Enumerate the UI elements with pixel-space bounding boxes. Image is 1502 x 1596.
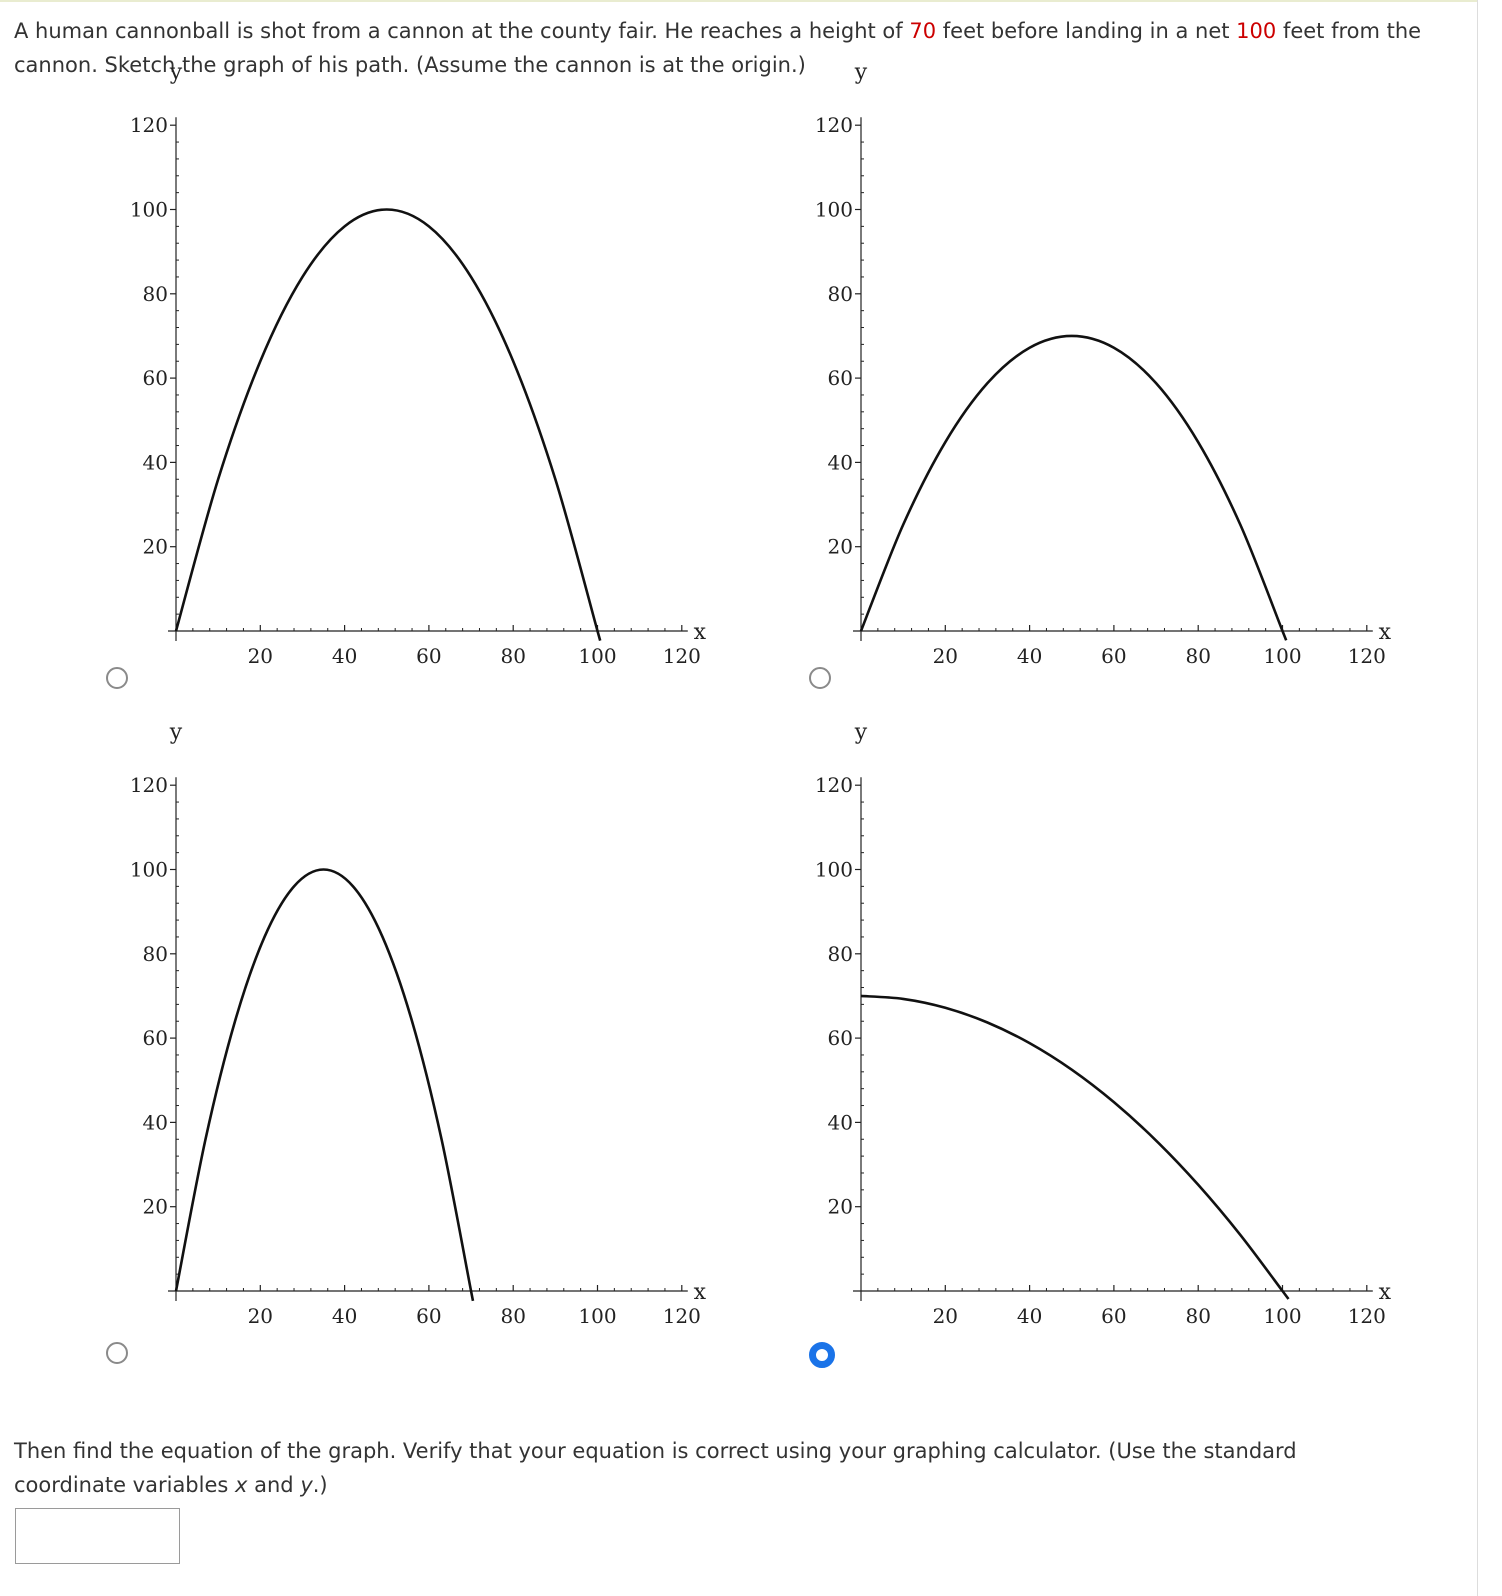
- y-tick-label: 120: [815, 773, 853, 797]
- x-tick-label: 120: [663, 644, 701, 668]
- y-tick-label: 40: [828, 1110, 853, 1134]
- y-tick-label: 120: [815, 113, 853, 137]
- y-tick-label: 60: [828, 1026, 853, 1050]
- x-tick-label: 100: [1263, 1304, 1301, 1328]
- followup-text: Then find the equation of the graph. Ver…: [14, 1434, 1414, 1502]
- x-tick-label: 120: [1348, 1304, 1386, 1328]
- trajectory-curve: [859, 334, 1288, 641]
- x-tick-label: 20: [933, 1304, 958, 1328]
- y-tick-label: 40: [143, 1110, 168, 1134]
- x-tick-label: 80: [500, 1304, 525, 1328]
- x-tick-label: 40: [1017, 644, 1042, 668]
- question-part3: feet from the cannon. Sketch the graph o…: [14, 19, 1422, 77]
- y-axis-label: y: [854, 720, 868, 745]
- question-part2: feet before landing in a net: [936, 19, 1237, 43]
- y-tick-label: 60: [143, 1026, 168, 1050]
- y-tick-label: 120: [130, 113, 168, 137]
- y-tick-label: 60: [143, 366, 168, 390]
- y-tick-label: 100: [815, 198, 853, 222]
- y-tick-label: 80: [828, 282, 853, 306]
- y-tick-label: 100: [130, 198, 168, 222]
- x-tick-label: 100: [1263, 644, 1301, 668]
- x-axis-label: x: [694, 1280, 707, 1305]
- graph-choice-2: 20 40 60 80 100 120 20 40 60 80 100 120 x y: [785, 60, 1392, 715]
- x-tick-label: 40: [1017, 1304, 1042, 1328]
- y-axis-label: y: [854, 60, 868, 85]
- followup-part3: .): [312, 1473, 328, 1497]
- y-tick-label: 20: [828, 1195, 853, 1219]
- y-tick-label: 20: [143, 535, 168, 559]
- x-tick-label: 120: [663, 1304, 701, 1328]
- y-tick-label: 80: [143, 282, 168, 306]
- y-tick-label: 40: [143, 450, 168, 474]
- radio-choice-3[interactable]: [106, 1342, 128, 1364]
- y-tick-label: 20: [143, 1195, 168, 1219]
- graph-choice-3: 20 40 60 80 100 120 20 40 60 80 100 120 x y: [100, 720, 707, 1375]
- right-rule: [1477, 0, 1478, 1596]
- radio-choice-1[interactable]: [106, 667, 128, 689]
- graph-choice-4: 20 40 60 80 100 120 20 40 60 80 100 120 x y: [785, 720, 1392, 1375]
- graph-choice-1: 20 40 60 80 100 120 20 40 60 80 100 120 x y: [100, 60, 707, 715]
- x-tick-label: 20: [248, 644, 273, 668]
- y-axis-label: y: [169, 720, 183, 745]
- followup-part2: and: [247, 1473, 301, 1497]
- trajectory-curve: [174, 868, 475, 1302]
- followup-part1: Then find the equation of the graph. Ver…: [14, 1439, 1297, 1497]
- question-part1: A human cannonball is shot from a cannon…: [14, 19, 910, 43]
- x-tick-label: 60: [416, 644, 441, 668]
- trajectory-curve: [174, 208, 602, 641]
- x-tick-label: 120: [1348, 644, 1386, 668]
- x-tick-label: 60: [1101, 1304, 1126, 1328]
- x-tick-label: 100: [578, 1304, 616, 1328]
- height-value: 70: [909, 19, 937, 43]
- x-axis-label: x: [694, 620, 707, 645]
- equation-answer-input[interactable]: [15, 1508, 180, 1564]
- x-axis-label: x: [1379, 620, 1392, 645]
- radio-choice-2[interactable]: [809, 667, 831, 689]
- y-tick-label: 60: [828, 366, 853, 390]
- y-tick-label: 80: [828, 942, 853, 966]
- distance-value: 100: [1236, 19, 1277, 43]
- x-tick-label: 20: [933, 644, 958, 668]
- y-tick-label: 80: [143, 942, 168, 966]
- x-axis-label: x: [1379, 1280, 1392, 1305]
- y-tick-label: 100: [815, 858, 853, 882]
- x-tick-label: 80: [1185, 1304, 1210, 1328]
- var-x: x: [235, 1473, 248, 1497]
- x-tick-label: 100: [578, 644, 616, 668]
- y-tick-label: 100: [130, 858, 168, 882]
- x-tick-label: 80: [500, 644, 525, 668]
- y-tick-label: 40: [828, 450, 853, 474]
- top-rule: [0, 0, 1478, 2]
- x-tick-label: 80: [1185, 644, 1210, 668]
- question-text: A human cannonball is shot from a cannon…: [14, 14, 1454, 82]
- y-tick-label: 120: [130, 773, 168, 797]
- var-y: y: [300, 1473, 313, 1497]
- x-tick-label: 20: [248, 1304, 273, 1328]
- x-tick-label: 60: [416, 1304, 441, 1328]
- radio-choice-4[interactable]: [809, 1342, 835, 1368]
- y-tick-label: 20: [828, 535, 853, 559]
- y-axis-label: y: [169, 60, 183, 85]
- x-tick-label: 40: [332, 644, 357, 668]
- trajectory-curve: [860, 994, 1290, 1300]
- x-tick-label: 60: [1101, 644, 1126, 668]
- x-tick-label: 40: [332, 1304, 357, 1328]
